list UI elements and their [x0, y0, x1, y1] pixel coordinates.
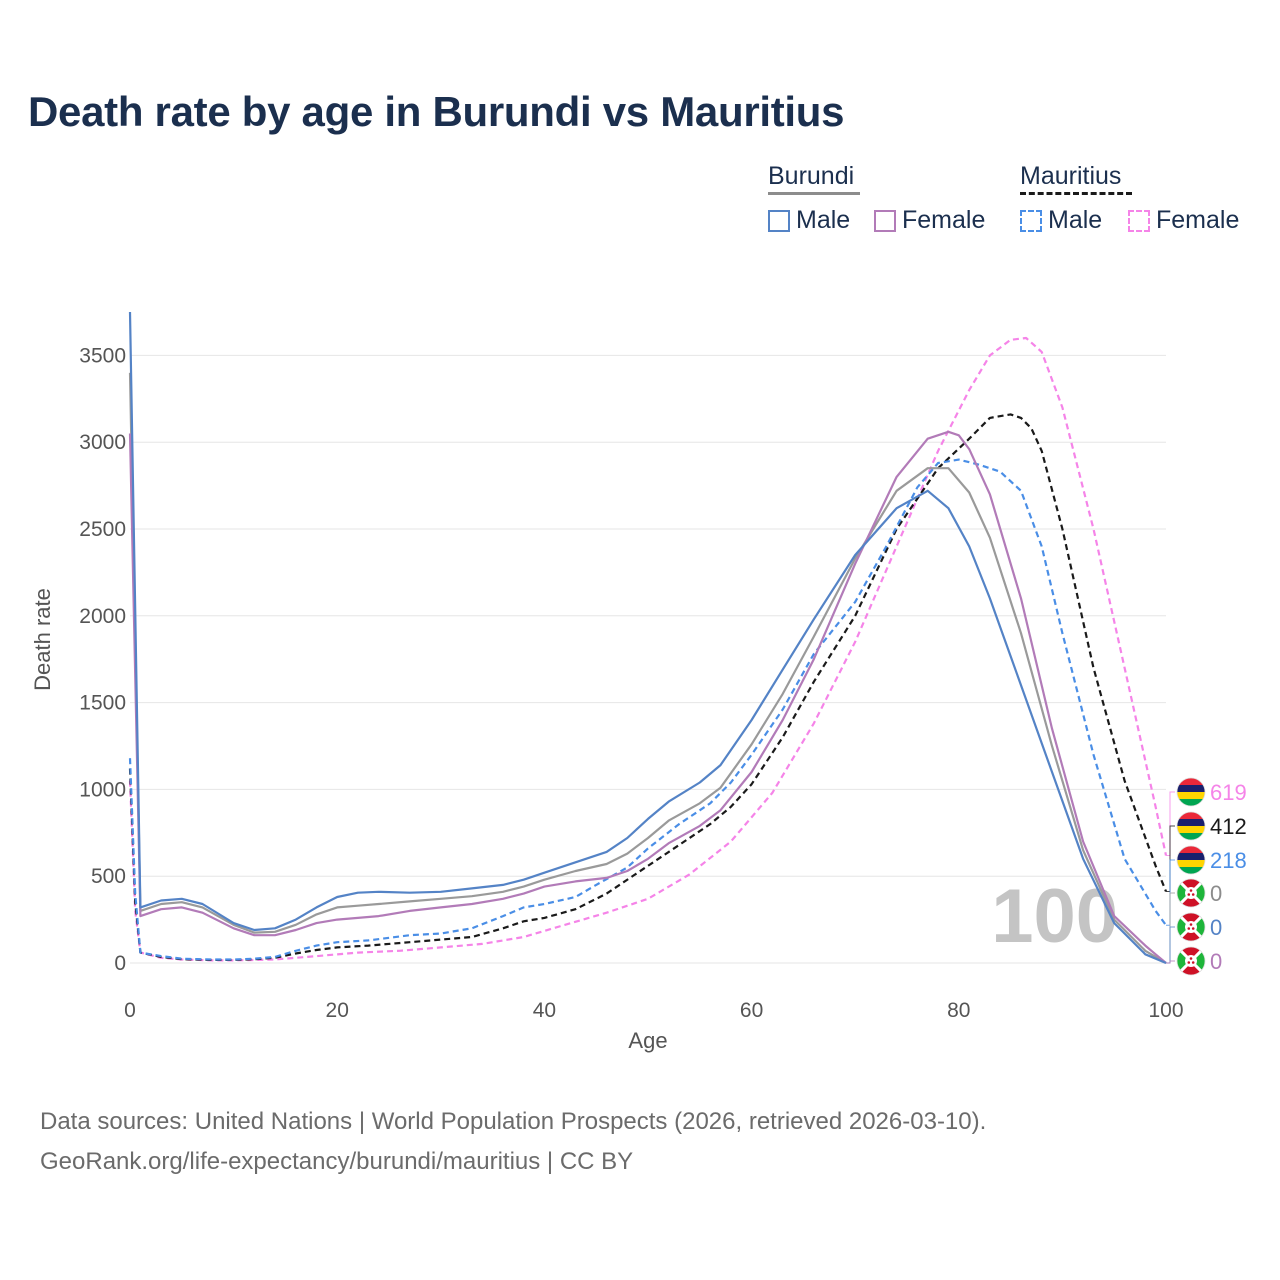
end-label-connector — [1166, 825, 1175, 892]
legend-swatch-burundi-female — [874, 209, 896, 232]
legend-burundi-line — [768, 192, 860, 195]
y-tick-label: 3000 — [79, 431, 126, 454]
y-tick-label: 1500 — [79, 692, 126, 715]
legend-burundi-male[interactable]: Male — [768, 206, 850, 235]
x-tick-label: 20 — [326, 999, 349, 1022]
end-label-connector — [1166, 960, 1175, 964]
series-line-mauritius_female[interactable] — [128, 336, 1168, 962]
series-line-burundi_female[interactable] — [128, 430, 1167, 964]
legend-mauritius-line — [1020, 192, 1132, 195]
series-line-burundi_total[interactable] — [128, 372, 1167, 964]
end-labels: 619 412 218 0 0 0 — [1166, 777, 1247, 976]
y-tick-label: 0 — [114, 952, 126, 975]
end-label-mauritius_total: 412 — [1210, 814, 1247, 839]
end-label-burundi_total: 0 — [1210, 881, 1222, 906]
legend-mauritius-female[interactable]: Female — [1128, 206, 1239, 235]
x-tick-label: 0 — [124, 999, 136, 1022]
burundi-flag-icon — [1177, 947, 1205, 975]
chart-title: Death rate by age in Burundi vs Mauritiu… — [28, 88, 845, 135]
grid-lines — [130, 354, 1166, 964]
legend-mauritius-male[interactable]: Male — [1020, 206, 1102, 235]
end-label-burundi_male: 0 — [1210, 915, 1222, 940]
mauritius-flag-icon — [1177, 812, 1205, 840]
end-label-burundi_female: 0 — [1210, 949, 1222, 974]
legend-burundi-female-label: Female — [902, 206, 986, 234]
mauritius-flag-icon — [1177, 778, 1205, 806]
x-tick-label: 60 — [740, 999, 763, 1022]
y-axis-title: Death rate — [30, 588, 55, 691]
y-tick-label: 3500 — [79, 344, 126, 367]
legend-burundi-female[interactable]: Female — [874, 206, 985, 235]
legend-swatch-mauritius-male — [1020, 209, 1042, 232]
x-axis-ticks: 0 20 40 60 80 100 — [124, 999, 1183, 1022]
y-axis-ticks: 0 500 1000 1500 2000 2500 3000 3500 — [79, 344, 126, 975]
end-label-connector — [1166, 791, 1175, 856]
legend-burundi-male-label: Male — [796, 206, 851, 234]
y-tick-label: 500 — [91, 865, 126, 888]
mauritius-flag-icon — [1177, 846, 1205, 874]
x-tick-label: 40 — [533, 999, 556, 1022]
legend-swatch-burundi-male — [768, 209, 790, 232]
legend-mauritius-male-label: Male — [1048, 206, 1103, 234]
burundi-flag-icon — [1177, 879, 1205, 907]
end-label-connector — [1166, 926, 1175, 964]
footer-sources: Data sources: United Nations | World Pop… — [40, 1108, 987, 1135]
legend-burundi-label: Burundi — [768, 162, 855, 190]
end-label-mauritius_female: 619 — [1210, 780, 1247, 805]
x-axis-title: Age — [628, 1028, 667, 1053]
y-tick-label: 2000 — [79, 605, 126, 628]
legend-mauritius-label: Mauritius — [1020, 162, 1122, 190]
end-label-mauritius_male: 218 — [1210, 848, 1247, 873]
burundi-flag-icon — [1177, 913, 1205, 941]
x-tick-label: 80 — [947, 999, 970, 1022]
series-lines — [128, 311, 1168, 965]
y-tick-label: 1000 — [79, 778, 126, 801]
series-line-burundi_male[interactable] — [128, 311, 1167, 965]
footer-url: GeoRank.org/life-expectancy/burundi/maur… — [40, 1148, 634, 1175]
y-tick-label: 2500 — [79, 518, 126, 541]
legend-swatch-mauritius-female — [1128, 209, 1150, 232]
legend-mauritius-female-label: Female — [1156, 206, 1240, 234]
x-tick-label: 100 — [1148, 999, 1183, 1022]
